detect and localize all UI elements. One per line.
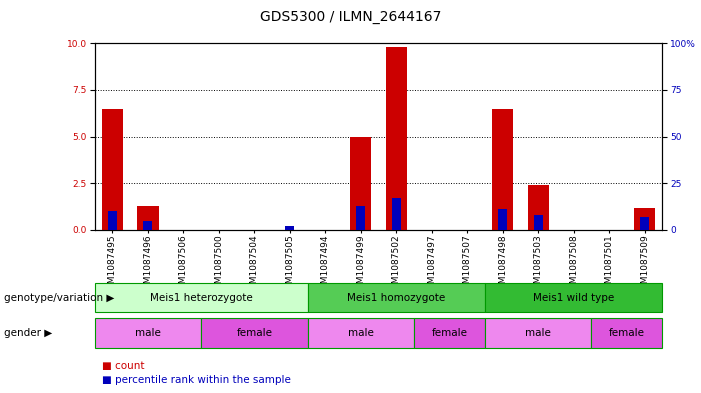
Text: female: female	[609, 328, 645, 338]
Bar	[144, 220, 152, 230]
Bar	[634, 208, 655, 230]
Text: GDS5300 / ILMN_2644167: GDS5300 / ILMN_2644167	[260, 10, 441, 24]
Bar	[533, 215, 543, 230]
Text: Meis1 homozygote: Meis1 homozygote	[347, 293, 445, 303]
Bar	[356, 206, 365, 230]
Bar	[137, 206, 158, 230]
Text: male: male	[135, 328, 161, 338]
Bar	[108, 211, 117, 230]
Bar	[492, 108, 513, 230]
Text: Meis1 wild type: Meis1 wild type	[533, 293, 614, 303]
Bar	[386, 47, 407, 230]
Text: Meis1 heterozygote: Meis1 heterozygote	[150, 293, 252, 303]
Text: female: female	[432, 328, 468, 338]
Bar	[350, 136, 372, 230]
Bar	[392, 198, 401, 230]
Text: male: male	[348, 328, 374, 338]
Text: ■ count: ■ count	[102, 362, 144, 371]
Bar	[640, 217, 649, 230]
Text: ■ percentile rank within the sample: ■ percentile rank within the sample	[102, 375, 290, 385]
Bar	[528, 185, 549, 230]
Text: gender ▶: gender ▶	[4, 328, 52, 338]
Bar	[498, 209, 508, 230]
Bar	[285, 226, 294, 230]
Text: female: female	[236, 328, 272, 338]
Bar	[102, 108, 123, 230]
Text: male: male	[525, 328, 551, 338]
Text: genotype/variation ▶: genotype/variation ▶	[4, 293, 114, 303]
